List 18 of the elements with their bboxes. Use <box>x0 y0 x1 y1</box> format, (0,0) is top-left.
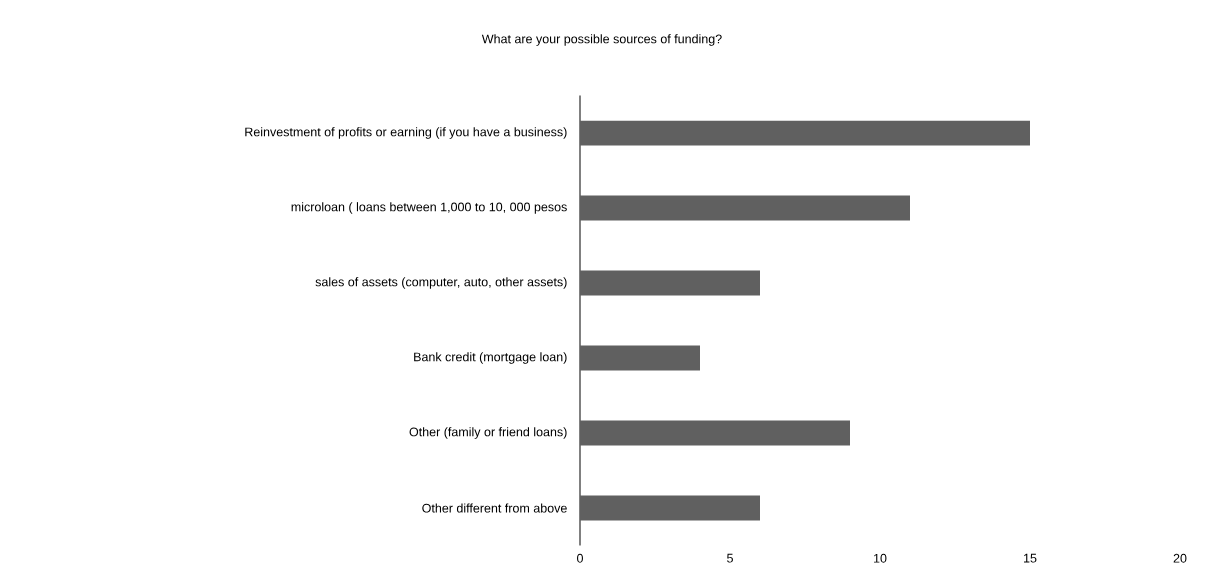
x-tick-label: 5 <box>727 553 733 563</box>
y-tick-label: sales of assets (computer, auto, other assets) <box>315 277 567 289</box>
x-tick-label: 0 <box>577 553 583 563</box>
x-tick-label: 10 <box>874 553 887 563</box>
y-tick-label: Other (family or friend loans) <box>409 427 567 439</box>
bar <box>580 120 1030 146</box>
bar <box>580 495 760 521</box>
y-tick-label: microloan ( loans between 1,000 to 10, 000 pesos <box>291 202 567 214</box>
x-tick-label: 15 <box>1024 553 1037 563</box>
y-tick-label: Bank credit (mortgage loan) <box>414 352 567 364</box>
y-tick-label: Other different from above <box>422 503 567 513</box>
x-tick-label: 20 <box>1173 553 1187 563</box>
bar <box>580 420 850 446</box>
y-tick-label: Reinvestment of profits or earning (if you have a business) <box>245 127 567 139</box>
chart-title: What are your possible sources of funding? <box>481 34 722 46</box>
bar <box>580 195 910 221</box>
bar <box>580 270 760 296</box>
bar <box>580 345 700 371</box>
